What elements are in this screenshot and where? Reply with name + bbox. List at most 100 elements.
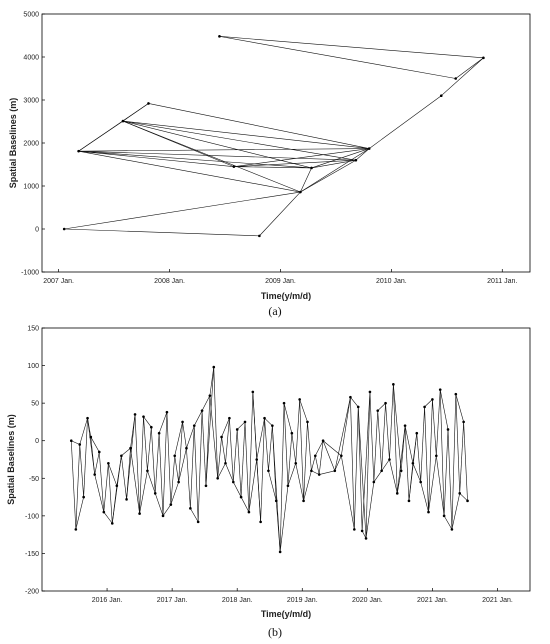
chart-b-interferogram-pair (111, 455, 122, 524)
chart-a-interferogram-pair (311, 148, 370, 169)
chart-b-interferogram-pair (143, 416, 152, 428)
chart-b-interferogram-pair (357, 406, 363, 531)
chart-a-acquisition-point (258, 234, 261, 238)
chart-b-acquisition-point (274, 499, 278, 503)
chart-b-acquisition-point (458, 492, 462, 495)
chart-b-acquisition-point (450, 528, 454, 531)
chart-b-acquisition-point (392, 383, 395, 386)
chart-a-interferogram-pair (300, 167, 312, 193)
chart-b-interferogram-pair (291, 433, 297, 464)
chart-a-interferogram-pair (355, 148, 370, 161)
chart-a-acquisition-point (77, 149, 80, 153)
chart-b-interferogram-pair (416, 433, 421, 483)
chart-b-interferogram-pair (268, 425, 273, 471)
chart-b-acquisition-point (290, 431, 294, 435)
chart-b-interferogram-pair (322, 440, 336, 471)
chart-b-interferogram-pair (162, 412, 168, 516)
chart-b-interferogram-pair (201, 395, 211, 411)
chart-b-acquisition-point (442, 514, 446, 518)
chart-a-interferogram-pair (300, 159, 357, 193)
chart-b-acquisition-point (427, 510, 430, 514)
chart-b-acquisition-point (321, 439, 325, 443)
chart-b-acquisition-point (247, 510, 251, 514)
chart-b-interferogram-pair (436, 389, 441, 456)
chart-b-interferogram-pair (108, 463, 113, 524)
chart-b-acquisition-point (364, 537, 368, 540)
chart-b-acquisition-point (157, 431, 161, 435)
chart-b-interferogram-pair (424, 399, 433, 408)
chart-b-acquisition-point (310, 469, 313, 473)
chart-b-interferogram-pair (451, 493, 461, 530)
chart-b-acquisition-point (189, 507, 192, 510)
chart-b-acquisition-point (102, 510, 106, 514)
chart-a-interferogram-pair (64, 191, 301, 230)
chart-b-interferogram-pair (94, 451, 100, 475)
chart-b-interferogram-pair (252, 391, 261, 522)
chart-b-ytick-label: 100 (27, 363, 39, 370)
chart-a-xtick-label: 2010 Jan. (376, 278, 407, 285)
chart-b-acquisition-point (466, 499, 469, 503)
chart-b-interferogram-pair (248, 391, 254, 513)
chart-b-interferogram-pair (186, 425, 195, 449)
chart-b-interferogram-pair (193, 410, 203, 426)
chart-b-interferogram-pair (279, 403, 285, 552)
chart-b-interferogram-pair (412, 463, 421, 483)
chart-a-ytick-label: 4000 (23, 55, 39, 62)
chart-b-interferogram-pair (221, 436, 226, 464)
chart-b-interferogram-pair (459, 493, 468, 502)
chart-b-xtick-label: 2018 Jan. (222, 597, 253, 604)
chart-b-acquisition-point (220, 435, 223, 439)
chart-b-acquisition-point (333, 469, 337, 473)
chart-b-interferogram-pair (307, 421, 312, 471)
chart-b-interferogram-pair (166, 412, 172, 505)
chart-b: -200 -150 -100 -50 0 50 100 150 2016 Jan. 2017 Ja… (6, 326, 531, 639)
chart-b-acquisition-point (368, 390, 372, 394)
chart-b-interferogram-pair (236, 421, 246, 430)
chart-b-interferogram-pair (103, 511, 113, 524)
chart-b-acquisition-point (255, 458, 259, 461)
chart-b-interferogram-pair (248, 459, 258, 513)
chart-a-interferogram-pair (259, 191, 301, 237)
chart-b-interferogram-pair (70, 440, 77, 530)
chart-b-interferogram-pair (369, 391, 375, 483)
chart-a-frame (41, 13, 531, 273)
chart-b-acquisition-point (298, 398, 301, 401)
chart-b-acquisition-point (353, 528, 356, 531)
chart-b-interferogram-pair (205, 367, 215, 486)
chart-a-interferogram-pair (122, 120, 312, 169)
chart-b-acquisition-point (115, 484, 119, 488)
chart-b-acquisition-point (372, 480, 376, 484)
chart-b-acquisition-point (446, 428, 450, 431)
chart-b-interferogram-pair (424, 406, 429, 513)
chart-b-panel-label: (b) (268, 625, 282, 639)
chart-b-interferogram-pair (365, 482, 375, 539)
chart-a-ytick-label: -1000 (21, 270, 39, 277)
chart-b-interferogram-pair (256, 418, 265, 460)
chart-b-interferogram-pair (361, 391, 371, 531)
chart-b-interferogram-pair (463, 421, 468, 501)
chart-b-interferogram-pair (190, 508, 199, 523)
chart-b-acquisition-point (435, 454, 438, 458)
chart-a-interferogram-pair (122, 120, 370, 149)
chart-b-acquisition-point (138, 512, 141, 515)
chart-b-interferogram-pair (393, 384, 402, 471)
chart-b-interferogram-pair (170, 455, 176, 505)
chart-b-acquisition-point (360, 529, 364, 533)
chart-b-acquisition-point (212, 365, 216, 369)
chart-b-interferogram-pair (439, 389, 445, 516)
chart-b-interferogram-pair (190, 425, 195, 509)
chart-b-acquisition-point (294, 461, 298, 465)
chart-a-acquisition-point (482, 56, 485, 60)
chart-b-xtick-label: 2021 Jan. (482, 597, 513, 604)
chart-a: -1000 0 1000 2000 3000 4000 5000 2007 Jan. 2008 … (8, 12, 531, 318)
chart-a-interferogram-pair (455, 57, 484, 79)
chart-b-ytick-label: -150 (25, 551, 39, 558)
chart-b-acquisition-point (208, 394, 212, 397)
chart-b-xtick-label: 2021 Jan. (417, 597, 448, 604)
chart-a-xtick-label: 2009 Jan. (265, 278, 296, 285)
chart-a-interferogram-pair (78, 150, 234, 167)
chart-b-interferogram-pair (350, 396, 359, 408)
chart-a-interferogram-pair (233, 166, 312, 169)
chart-a-acquisition-point (439, 94, 443, 97)
chart-a-interferogram-pair (78, 150, 312, 169)
